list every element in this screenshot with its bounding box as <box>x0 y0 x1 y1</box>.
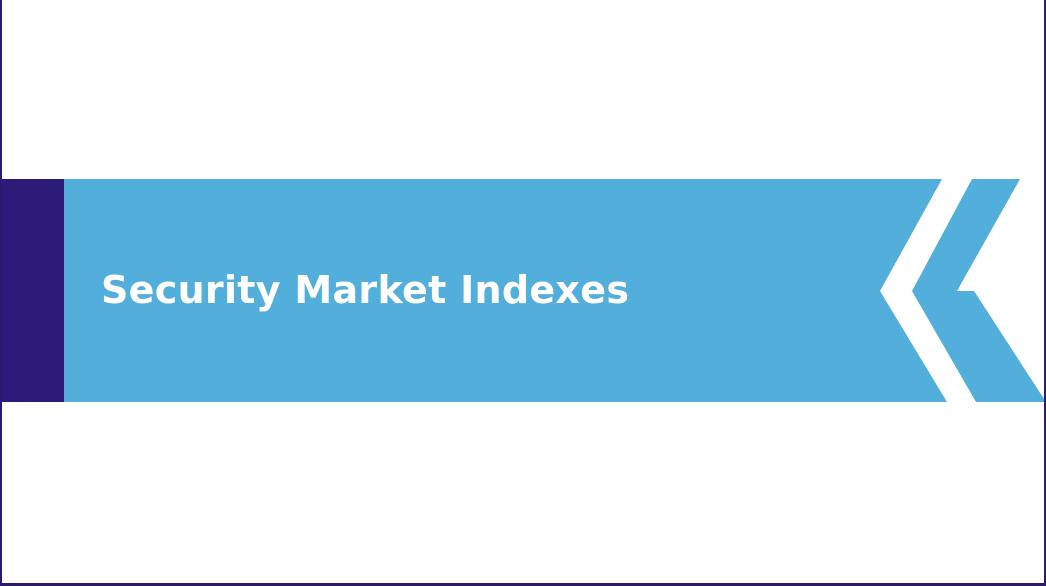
slide-title: Security Market Indexes <box>101 268 630 312</box>
chevron-arrow-icon <box>912 179 1044 402</box>
banner-band <box>64 179 947 402</box>
accent-bar <box>2 179 64 402</box>
